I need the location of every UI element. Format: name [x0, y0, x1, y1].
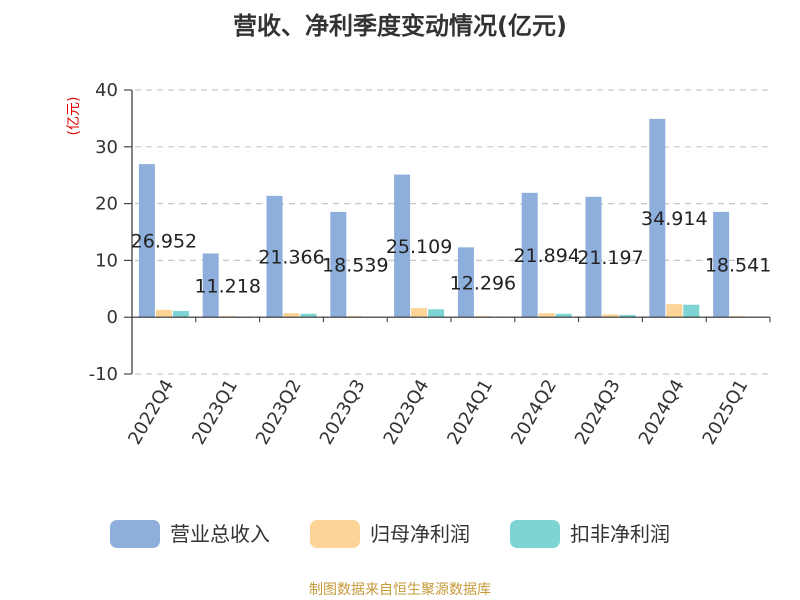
source-note: 制图数据来自恒生聚源数据库: [309, 582, 491, 598]
legend-label: 归母净利润: [370, 522, 470, 546]
x-tick-label: 2023Q2: [252, 376, 306, 448]
data-label: 26.952: [131, 231, 197, 253]
bar-营业总收入-2024Q1: [457, 247, 474, 318]
grid-lines: [124, 89, 770, 375]
y-tick-label: 10: [95, 250, 118, 271]
data-label: 11.218: [194, 275, 260, 297]
y-tick-label: 20: [95, 194, 118, 215]
bar-归母净利润-2024Q2: [538, 313, 555, 318]
data-label: 12.296: [450, 272, 516, 294]
bar-营业总收入-2022Q4: [138, 164, 155, 318]
bars: [138, 118, 764, 318]
bar-扣非净利润-2024Q3: [619, 314, 636, 318]
x-tick-label: 2024Q3: [571, 376, 625, 448]
bar-扣非净利润-2023Q4: [428, 309, 445, 318]
legend-swatch: [510, 520, 560, 548]
data-label: 25.109: [386, 236, 452, 258]
bar-营业总收入-2024Q3: [585, 196, 602, 318]
bar-扣非净利润-2023Q2: [300, 313, 317, 318]
bar-营业总收入-2023Q2: [266, 195, 283, 318]
y-tick-label: -10: [89, 364, 118, 385]
x-tick-label: 2024Q4: [635, 376, 689, 448]
bar-营业总收入-2025Q1: [713, 211, 730, 318]
bar-扣非净利润-2024Q4: [683, 304, 700, 318]
data-label: 18.541: [705, 255, 771, 277]
bar-归母净利润-2024Q3: [602, 314, 619, 318]
y-tick-label: 30: [95, 137, 118, 158]
bar-营业总收入-2024Q2: [521, 192, 538, 318]
data-label: 34.914: [641, 208, 707, 230]
x-tick-label: 2023Q4: [380, 376, 434, 448]
bar-营业总收入-2024Q4: [649, 118, 666, 318]
bar-营业总收入-2023Q1: [202, 253, 219, 318]
bar-归母净利润-2024Q4: [666, 304, 683, 318]
legend: 营业总收入 归母净利润 扣非净利润: [110, 520, 670, 548]
y-axis-ticks: 40 30 20 10 0 -10: [89, 80, 132, 385]
x-tick-label: 2022Q4: [124, 376, 178, 448]
bar-归母净利润-2022Q4: [155, 309, 172, 318]
bar-归母净利润-2023Q4: [411, 308, 428, 318]
data-label: 21.894: [513, 245, 579, 267]
chart-title: 营收、净利季度变动情况(亿元): [233, 12, 567, 40]
bar-归母净利润-2023Q2: [283, 313, 300, 318]
legend-swatch: [310, 520, 360, 548]
data-label: 21.197: [577, 247, 643, 269]
bar-扣非净利润-2022Q4: [172, 310, 189, 318]
axes: [131, 90, 771, 374]
x-tick-label: 2023Q3: [316, 376, 370, 448]
y-axis-unit-label: (亿元): [66, 97, 82, 136]
legend-label: 营业总收入: [170, 522, 270, 546]
y-tick-label: 40: [95, 80, 118, 101]
data-label: 21.366: [258, 247, 324, 269]
legend-swatch: [110, 520, 160, 548]
x-tick-label: 2025Q1: [699, 376, 753, 448]
bar-营业总收入-2023Q4: [394, 174, 411, 318]
x-tick-label: 2024Q1: [443, 376, 497, 448]
legend-label: 扣非净利润: [570, 522, 670, 546]
x-axis-ticks: 2022Q4 2023Q1 2023Q2 2023Q3 2023Q4 2024Q1 2024…: [124, 376, 752, 448]
bar-营业总收入-2023Q3: [330, 211, 347, 318]
x-tick-label: 2023Q1: [188, 376, 242, 448]
x-tick-label: 2024Q2: [507, 376, 561, 448]
data-label: 18.539: [322, 255, 388, 277]
bar-扣非净利润-2024Q2: [555, 313, 572, 318]
y-tick-label: 0: [107, 307, 118, 328]
